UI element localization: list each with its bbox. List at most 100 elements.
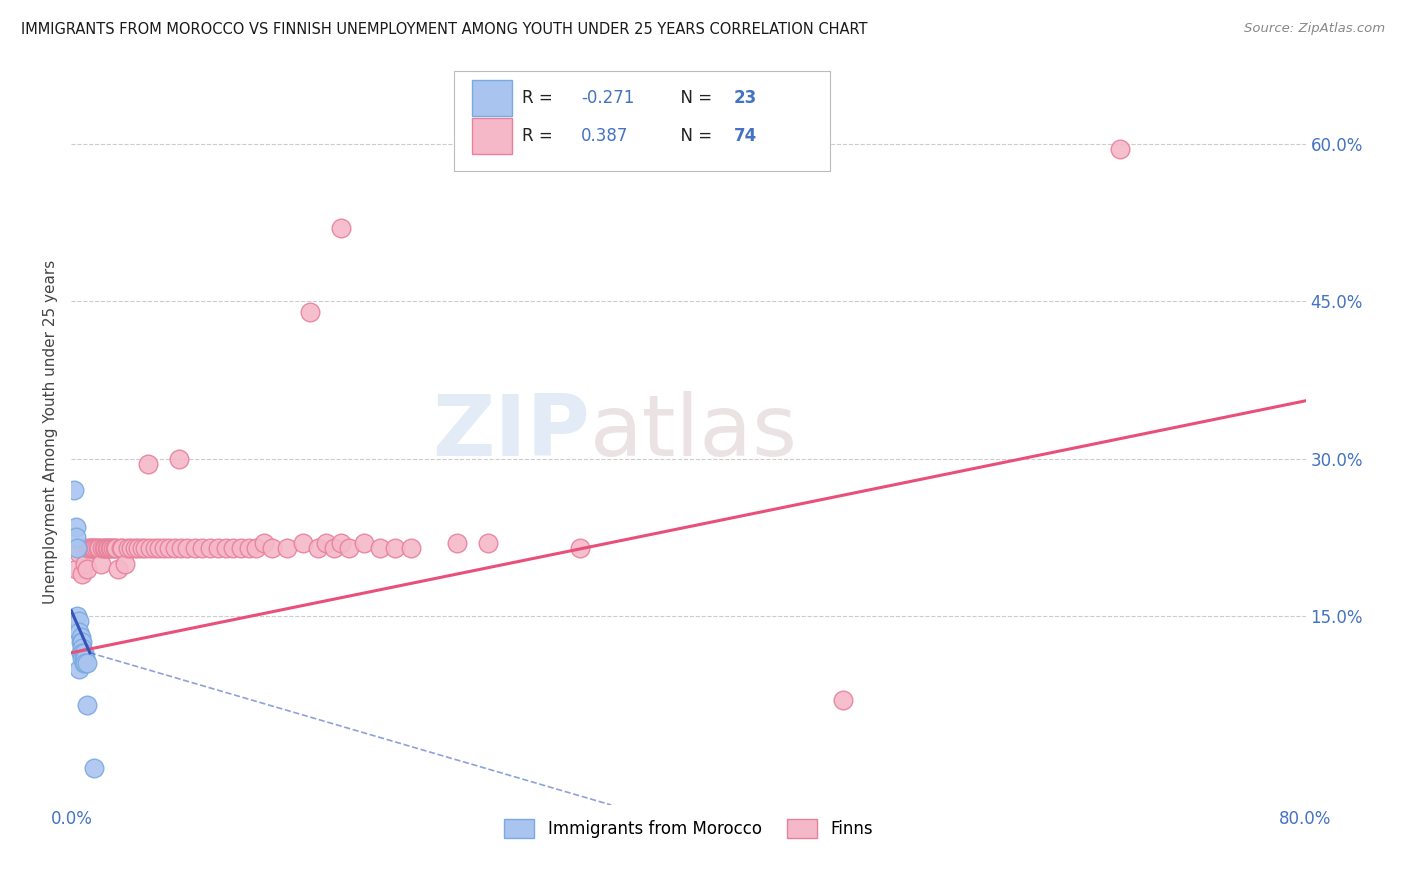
- Point: [97, 541, 120, 555]
- Point: [75, 651, 97, 665]
- Point: [91, 541, 114, 555]
- Point: [72, 657, 94, 671]
- Text: N =: N =: [669, 88, 717, 107]
- Point: [368, 541, 391, 555]
- Point: [127, 541, 149, 555]
- Text: ZIP: ZIP: [432, 391, 589, 474]
- Point: [94, 541, 117, 555]
- Point: [107, 562, 129, 576]
- Point: [66, 541, 89, 555]
- Point: [70, 635, 93, 649]
- Point: [253, 535, 276, 549]
- Point: [124, 541, 146, 555]
- Point: [76, 562, 98, 576]
- Point: [111, 541, 134, 555]
- Point: [337, 541, 360, 555]
- Point: [70, 640, 93, 655]
- Point: [70, 646, 93, 660]
- Point: [399, 541, 422, 555]
- Bar: [472, 79, 512, 115]
- Point: [76, 698, 98, 713]
- Text: 74: 74: [734, 128, 758, 145]
- Point: [83, 541, 105, 555]
- Point: [69, 646, 91, 660]
- Point: [65, 520, 87, 534]
- Point: [330, 535, 353, 549]
- Point: [163, 541, 186, 555]
- Text: Source: ZipAtlas.com: Source: ZipAtlas.com: [1244, 22, 1385, 36]
- Point: [229, 541, 252, 555]
- Point: [93, 541, 115, 555]
- Point: [291, 535, 314, 549]
- Point: [66, 609, 89, 624]
- Point: [63, 483, 86, 497]
- Point: [170, 541, 193, 555]
- Point: [121, 541, 143, 555]
- Point: [299, 304, 322, 318]
- Point: [1109, 142, 1132, 156]
- Point: [77, 541, 100, 555]
- Point: [87, 541, 110, 555]
- Point: [245, 541, 267, 555]
- Point: [307, 541, 329, 555]
- Point: [238, 541, 260, 555]
- Point: [134, 541, 156, 555]
- Point: [157, 541, 180, 555]
- Point: [65, 562, 87, 576]
- Point: [70, 567, 93, 582]
- Point: [69, 635, 91, 649]
- Point: [191, 541, 214, 555]
- Text: R =: R =: [522, 128, 562, 145]
- Point: [148, 541, 170, 555]
- Point: [82, 541, 104, 555]
- Point: [330, 220, 353, 235]
- Point: [315, 535, 337, 549]
- Point: [831, 693, 853, 707]
- Point: [139, 541, 162, 555]
- Point: [79, 541, 101, 555]
- Text: IMMIGRANTS FROM MOROCCO VS FINNISH UNEMPLOYMENT AMONG YOUTH UNDER 25 YEARS CORRE: IMMIGRANTS FROM MOROCCO VS FINNISH UNEMP…: [21, 22, 868, 37]
- Point: [90, 557, 112, 571]
- Point: [260, 541, 283, 555]
- Point: [103, 541, 125, 555]
- Point: [96, 541, 118, 555]
- Point: [105, 541, 128, 555]
- Bar: [472, 119, 512, 154]
- Point: [214, 541, 236, 555]
- Point: [198, 541, 221, 555]
- Point: [131, 541, 153, 555]
- Point: [67, 661, 90, 675]
- Text: N =: N =: [669, 128, 717, 145]
- Text: atlas: atlas: [589, 391, 797, 474]
- Point: [143, 541, 166, 555]
- Point: [67, 546, 90, 560]
- Point: [72, 651, 94, 665]
- Point: [353, 535, 375, 549]
- Point: [384, 541, 406, 555]
- Point: [84, 541, 107, 555]
- Point: [76, 657, 98, 671]
- Text: -0.271: -0.271: [581, 88, 634, 107]
- Point: [117, 541, 139, 555]
- Point: [222, 541, 245, 555]
- Point: [276, 541, 298, 555]
- FancyBboxPatch shape: [454, 70, 831, 171]
- Point: [322, 541, 344, 555]
- Point: [98, 541, 121, 555]
- Point: [138, 457, 160, 471]
- Point: [110, 541, 132, 555]
- Point: [207, 541, 229, 555]
- Point: [70, 651, 93, 665]
- Point: [67, 624, 90, 639]
- Point: [69, 630, 91, 644]
- Point: [75, 557, 97, 571]
- Point: [477, 535, 499, 549]
- Point: [83, 761, 105, 775]
- Text: R =: R =: [522, 88, 558, 107]
- Point: [569, 541, 592, 555]
- Point: [65, 530, 87, 544]
- Point: [153, 541, 176, 555]
- Y-axis label: Unemployment Among Youth under 25 years: Unemployment Among Youth under 25 years: [44, 260, 58, 605]
- Point: [446, 535, 468, 549]
- Point: [184, 541, 207, 555]
